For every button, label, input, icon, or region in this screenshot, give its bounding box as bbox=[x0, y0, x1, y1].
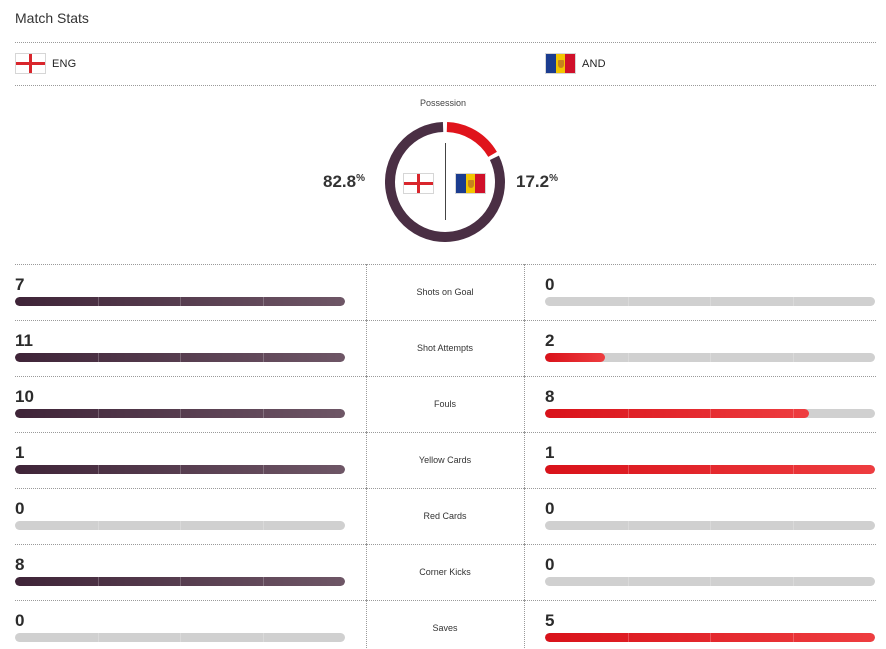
home-team: ENG bbox=[15, 53, 76, 74]
divider bbox=[15, 85, 876, 86]
england-flag-icon bbox=[403, 173, 434, 194]
home-team-abbr: ENG bbox=[52, 57, 77, 70]
possession-arc-home bbox=[385, 122, 505, 242]
away-stat-value: 5 bbox=[545, 611, 555, 630]
stat-row: 7 Shots on Goal 0 bbox=[0, 264, 886, 320]
stat-label: Shot Attempts bbox=[416, 343, 474, 353]
home-stat-bar-fill bbox=[15, 409, 345, 418]
away-stat-bar bbox=[545, 297, 875, 306]
stat-label: Corner Kicks bbox=[419, 567, 471, 577]
stat-row: 10 Fouls 8 bbox=[0, 376, 886, 432]
column-divider bbox=[524, 488, 525, 544]
away-stat-bar-fill bbox=[545, 465, 875, 474]
away-stat-bar bbox=[545, 409, 875, 418]
away-stat-bar bbox=[545, 521, 875, 530]
column-divider bbox=[366, 376, 367, 432]
away-stat-bar bbox=[545, 353, 875, 362]
home-stat-bar bbox=[15, 409, 345, 418]
home-possession-value: 82.8% bbox=[323, 172, 365, 191]
away-stat-bar bbox=[545, 465, 875, 474]
away-stat-bar-fill bbox=[545, 353, 794, 362]
divider bbox=[15, 432, 876, 433]
away-stat-value: 8 bbox=[545, 387, 555, 406]
home-stat-value: 8 bbox=[15, 555, 25, 574]
column-divider bbox=[366, 600, 367, 649]
home-stat-value: 1 bbox=[15, 443, 25, 462]
divider bbox=[15, 320, 876, 321]
column-divider bbox=[366, 488, 367, 544]
divider bbox=[15, 376, 876, 377]
home-stat-bar bbox=[15, 353, 345, 362]
home-stat-bar-fill bbox=[15, 577, 345, 586]
away-stat-bar bbox=[545, 633, 875, 642]
home-stat-bar-fill bbox=[15, 297, 345, 306]
away-stat-bar-fill bbox=[545, 409, 809, 418]
stat-label: Red Cards bbox=[423, 511, 467, 521]
home-stat-value: 11 bbox=[15, 331, 33, 350]
divider bbox=[15, 488, 876, 489]
column-divider bbox=[366, 544, 367, 600]
away-possession-value: 17.2% bbox=[516, 172, 558, 191]
away-stat-bar bbox=[545, 577, 875, 586]
home-stat-value: 0 bbox=[15, 499, 25, 518]
divider bbox=[15, 544, 876, 545]
stat-label: Yellow Cards bbox=[418, 455, 472, 465]
home-stat-bar bbox=[15, 633, 345, 642]
home-stat-bar bbox=[15, 297, 345, 306]
home-stat-value: 7 bbox=[15, 275, 25, 294]
home-stat-bar-fill bbox=[15, 353, 345, 362]
away-stat-value: 0 bbox=[545, 499, 555, 518]
home-stat-value: 10 bbox=[15, 387, 34, 406]
home-stat-bar bbox=[15, 521, 345, 530]
stat-label: Saves bbox=[432, 623, 458, 633]
column-divider bbox=[524, 264, 525, 320]
column-divider bbox=[524, 544, 525, 600]
column-divider bbox=[524, 600, 525, 649]
away-stat-bar-fill bbox=[545, 633, 875, 642]
possession-divider bbox=[445, 143, 446, 220]
away-stat-value: 0 bbox=[545, 555, 555, 574]
column-divider bbox=[524, 376, 525, 432]
column-divider bbox=[524, 432, 525, 488]
stat-row: 8 Corner Kicks 0 bbox=[0, 544, 886, 600]
home-stat-value: 0 bbox=[15, 611, 25, 630]
away-stat-value: 0 bbox=[545, 275, 555, 294]
away-stat-value: 1 bbox=[545, 443, 555, 462]
away-team: AND bbox=[545, 53, 606, 74]
andorra-flag-icon bbox=[455, 173, 486, 194]
home-stat-bar bbox=[15, 577, 345, 586]
stat-label: Fouls bbox=[433, 399, 456, 409]
possession-label: Possession bbox=[419, 98, 467, 108]
column-divider bbox=[366, 320, 367, 376]
possession-arc-away bbox=[446, 122, 497, 158]
away-team-abbr: AND bbox=[582, 57, 606, 70]
stat-row: 0 Saves 5 bbox=[0, 600, 886, 649]
divider bbox=[15, 264, 876, 265]
stat-row: 0 Red Cards 0 bbox=[0, 488, 886, 544]
column-divider bbox=[366, 264, 367, 320]
stat-label: Shots on Goal bbox=[416, 287, 474, 297]
page-title: Match Stats bbox=[15, 10, 89, 26]
possession-donut bbox=[385, 122, 505, 242]
home-stat-bar bbox=[15, 465, 345, 474]
andorra-flag-icon bbox=[545, 53, 576, 74]
home-stat-bar-fill bbox=[15, 465, 345, 474]
away-stat-value: 2 bbox=[545, 331, 555, 350]
divider bbox=[15, 600, 876, 601]
divider bbox=[15, 42, 876, 43]
column-divider bbox=[366, 432, 367, 488]
england-flag-icon bbox=[15, 53, 46, 74]
stat-row: 11 Shot Attempts 2 bbox=[0, 320, 886, 376]
column-divider bbox=[524, 320, 525, 376]
stat-row: 1 Yellow Cards 1 bbox=[0, 432, 886, 488]
